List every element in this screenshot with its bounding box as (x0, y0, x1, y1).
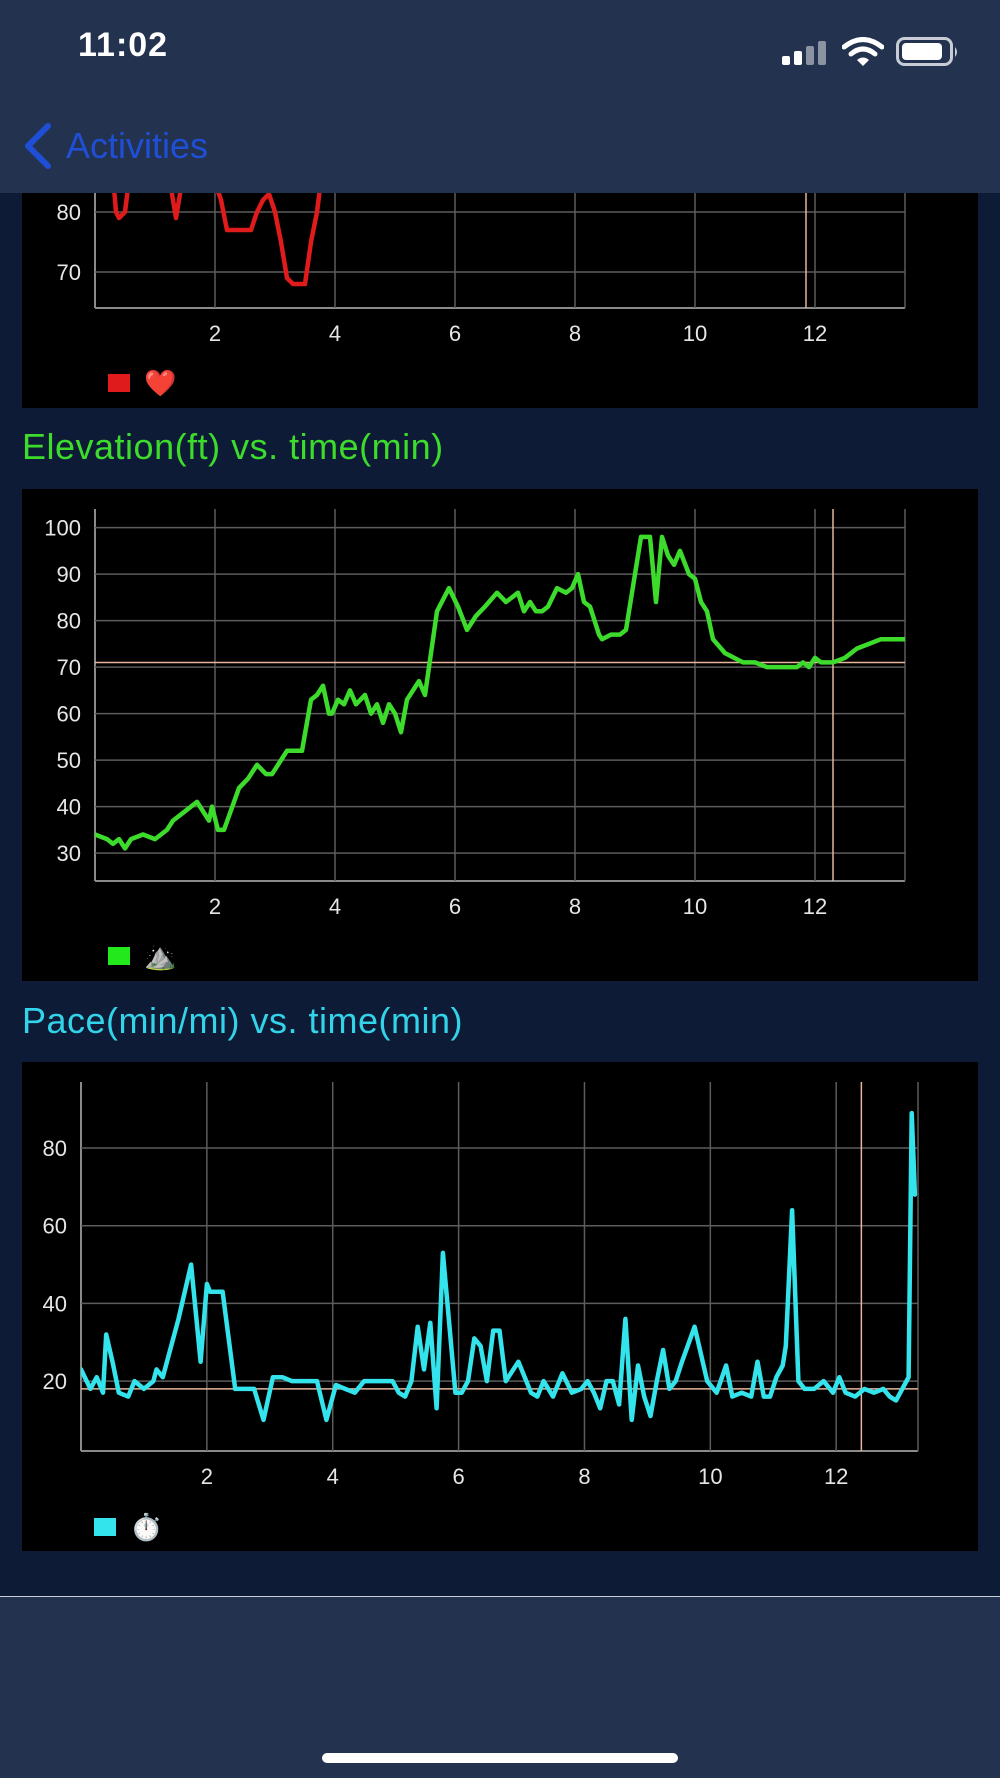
home-indicator[interactable] (322, 1753, 678, 1763)
back-button-label: Activities (66, 125, 209, 166)
series-line-0 (81, 1110, 918, 1423)
bottom-bar (0, 1596, 1000, 1778)
mountain-icon: ⛰️ (144, 941, 177, 971)
heart-rate-legend-swatch (108, 374, 130, 392)
x-tick-label: 10 (683, 894, 707, 919)
x-tick-label: 4 (329, 321, 341, 346)
x-tick-label: 8 (569, 894, 581, 919)
y-tick-label: 20 (43, 1369, 67, 1394)
x-tick-label: 8 (578, 1464, 590, 1489)
series-line-0 (95, 534, 905, 851)
y-tick-label: 100 (44, 516, 81, 541)
heart-icon: ❤️ (144, 368, 177, 398)
x-tick-label: 4 (327, 1464, 339, 1489)
y-tick-label: 40 (43, 1291, 67, 1316)
elevation-legend: ⛰️ (108, 943, 176, 969)
stopwatch-icon: ⏱️ (130, 1512, 163, 1542)
y-tick-label: 70 (57, 260, 81, 285)
x-tick-label: 2 (209, 894, 221, 919)
cellular-signal-icon (782, 41, 826, 65)
pace-legend-swatch (94, 1518, 116, 1536)
x-tick-label: 6 (452, 1464, 464, 1489)
y-tick-label: 80 (43, 1136, 67, 1161)
y-tick-label: 90 (57, 562, 81, 587)
battery-icon (896, 37, 957, 66)
wifi-icon (842, 37, 884, 66)
back-button[interactable]: Activities (20, 118, 208, 174)
x-tick-label: 2 (201, 1464, 213, 1489)
x-tick-label: 10 (683, 321, 707, 346)
x-tick-label: 4 (329, 894, 341, 919)
x-tick-label: 12 (803, 894, 827, 919)
y-tick-label: 80 (57, 200, 81, 225)
pace-chart: 2 4 6 8 10 12 20 40 60 80 (43, 1082, 919, 1489)
chevron-left-icon (25, 123, 51, 169)
elevation-legend-swatch (108, 947, 130, 965)
y-tick-label: 80 (57, 609, 81, 634)
y-tick-label: 60 (43, 1214, 67, 1239)
x-tick-label: 12 (824, 1464, 848, 1489)
status-bar: 11:02 (0, 0, 1000, 100)
elevation-chart-title: Elevation(ft) vs. time(min) (22, 426, 444, 467)
x-tick-label: 6 (449, 321, 461, 346)
elevation-chart-panel: 2 4 6 8 10 12 30 40 50 60 70 80 90 100 ⛰️ (22, 489, 978, 981)
heart-rate-legend: ❤️ (108, 370, 176, 396)
y-tick-label: 50 (57, 748, 81, 773)
y-tick-label: 70 (57, 655, 81, 680)
x-tick-label: 6 (449, 894, 461, 919)
y-tick-label: 30 (57, 841, 81, 866)
y-tick-label: 60 (57, 702, 81, 727)
navigation-bar: Activities (0, 100, 1000, 193)
x-tick-label: 2 (209, 321, 221, 346)
pace-legend: ⏱️ (94, 1514, 162, 1540)
pace-chart-title: Pace(min/mi) vs. time(min) (22, 1000, 464, 1041)
status-time: 11:02 (78, 26, 169, 64)
x-tick-label: 12 (803, 321, 827, 346)
pace-chart-panel: 2 4 6 8 10 12 20 40 60 80 ⏱️ (22, 1062, 978, 1551)
x-tick-label: 8 (569, 321, 581, 346)
x-tick-label: 10 (698, 1464, 722, 1489)
scroll-content[interactable]: 2 4 6 8 10 12 70 80 ❤️ Elevation(ft) vs. time(m… (0, 0, 1000, 1595)
y-tick-label: 40 (57, 795, 81, 820)
elevation-chart: 2 4 6 8 10 12 30 40 50 60 70 80 90 100 (44, 509, 906, 919)
